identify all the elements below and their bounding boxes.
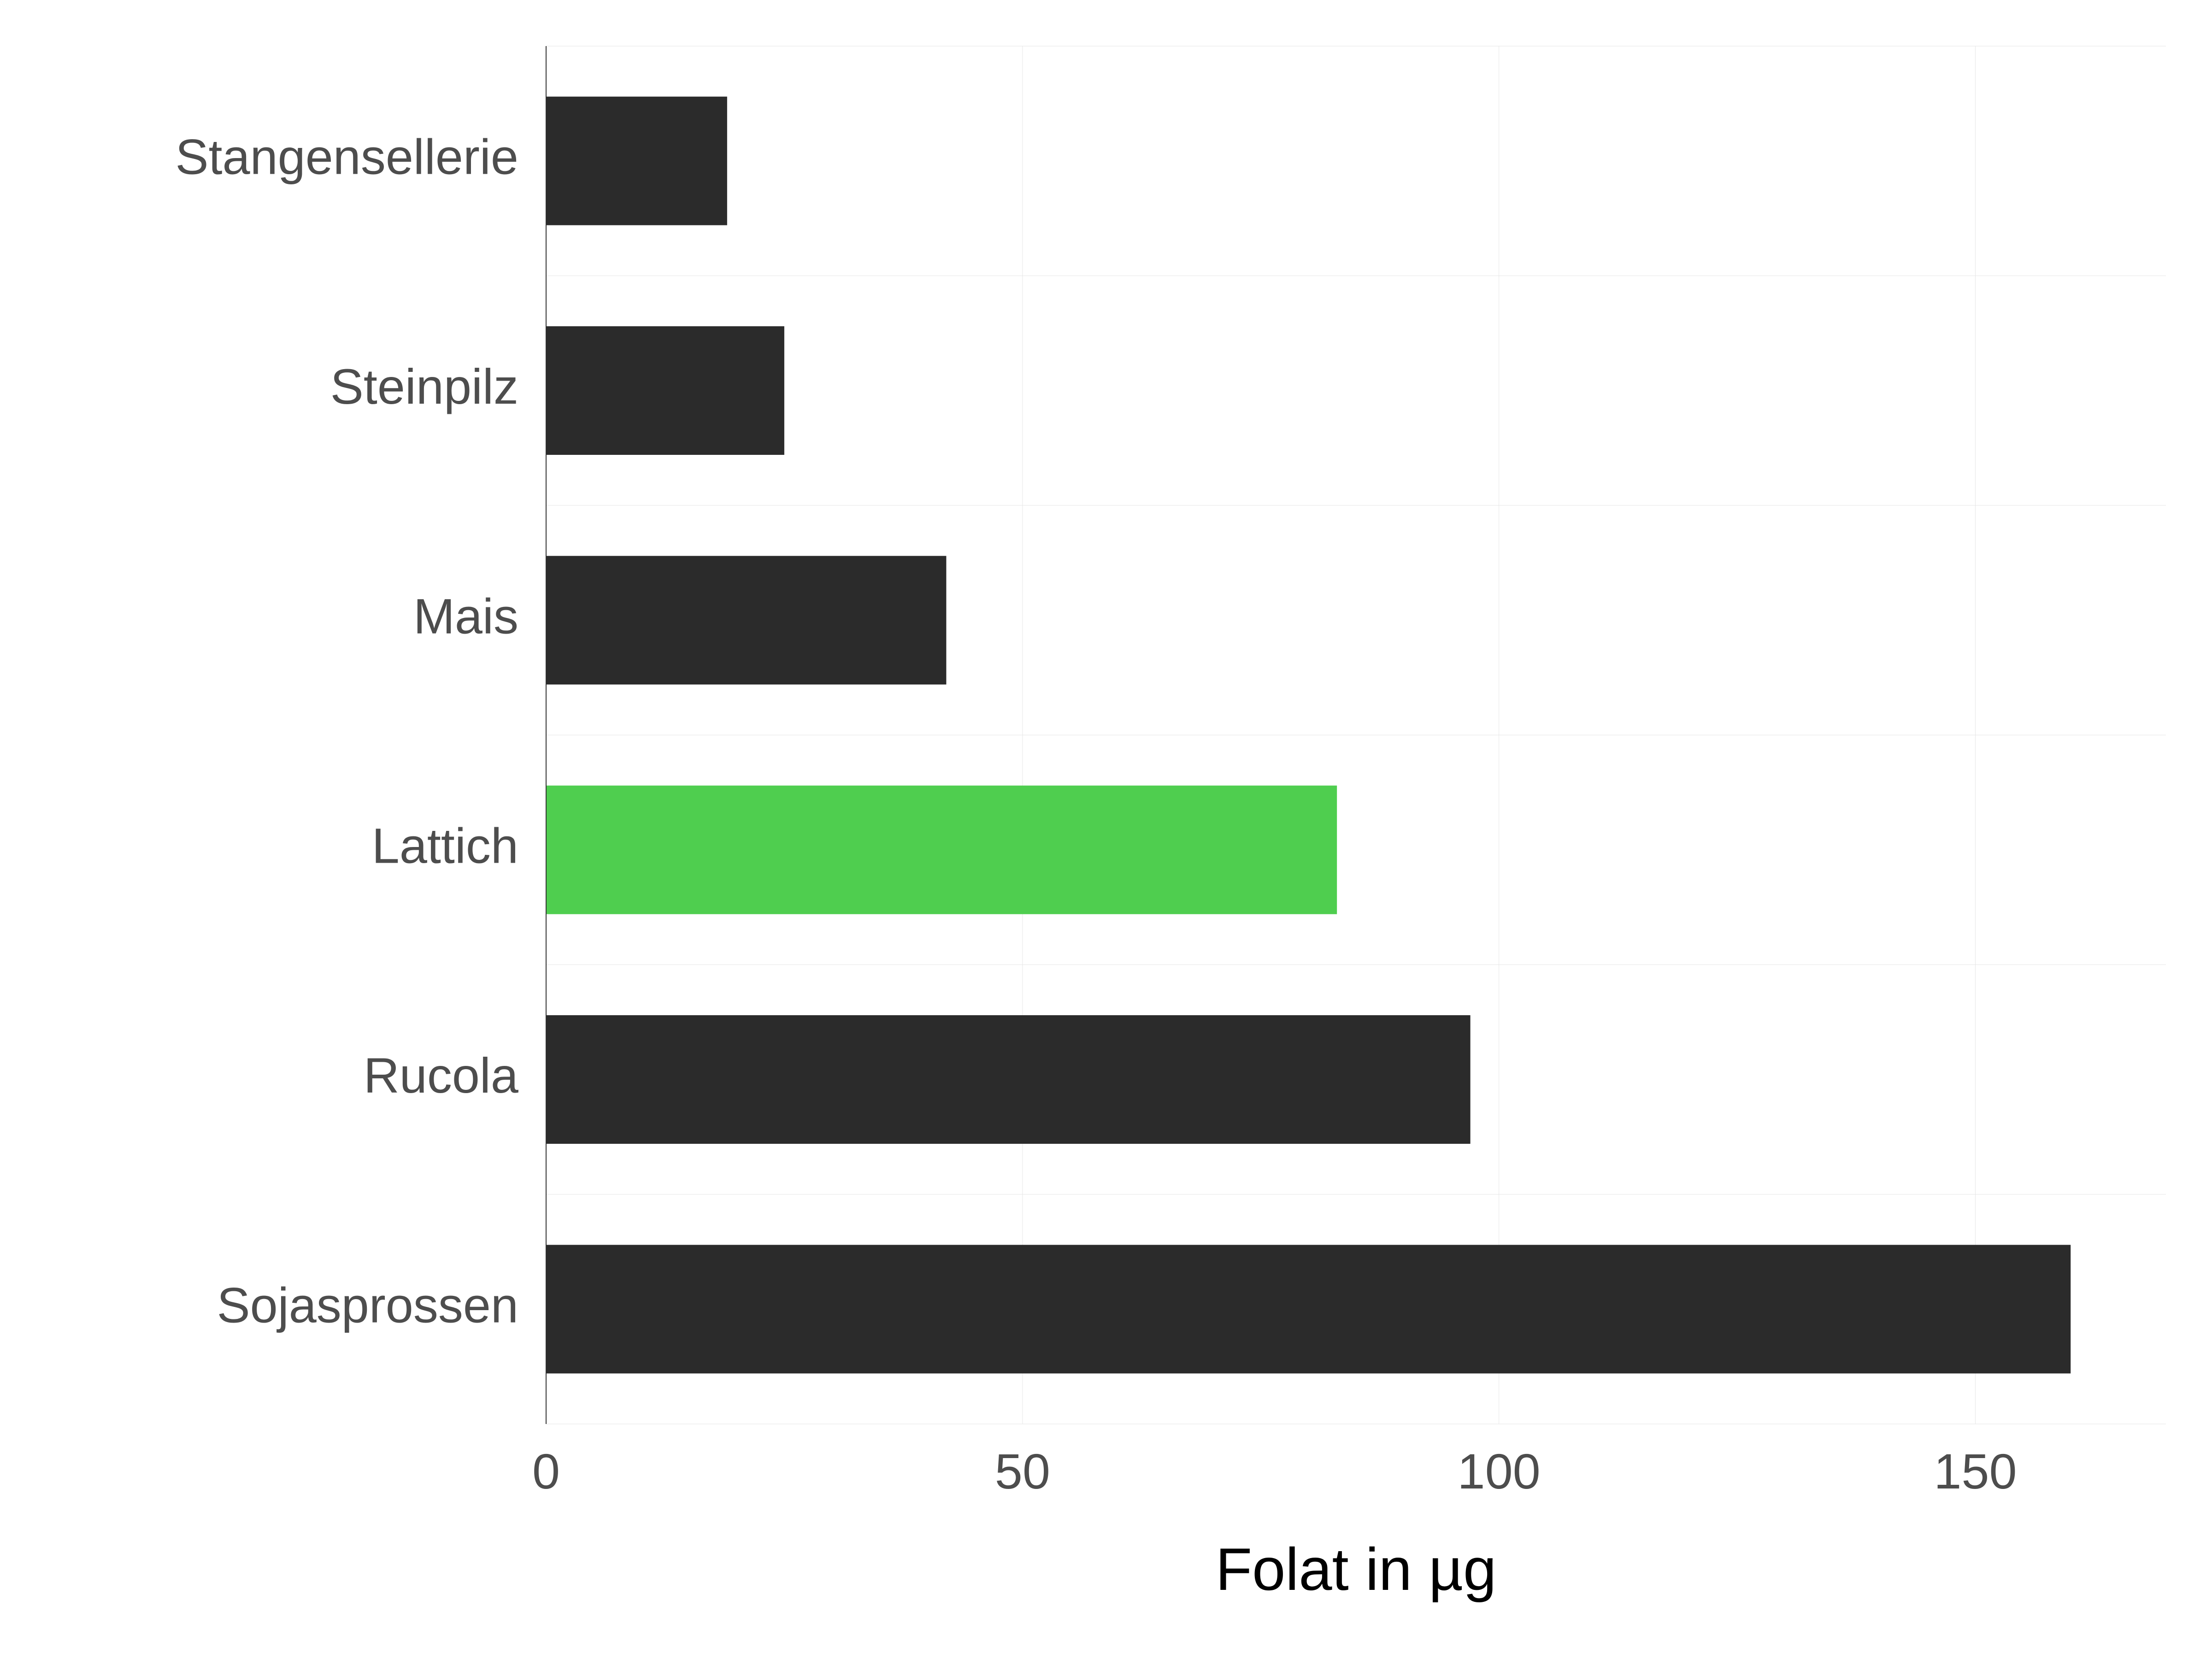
y-tick-label: Lattich: [372, 818, 518, 874]
y-tick-label: Mais: [413, 588, 518, 644]
bar: [546, 556, 946, 684]
x-tick-label: 0: [532, 1443, 560, 1499]
bar: [546, 97, 727, 225]
bar: [546, 786, 1337, 914]
x-axis-label: Folat in µg: [1216, 1535, 1497, 1603]
x-tick-label: 150: [1934, 1443, 2017, 1499]
x-tick-label: 100: [1458, 1443, 1541, 1499]
y-tick-label: Stangensellerie: [175, 129, 518, 185]
y-tick-label: Rucola: [364, 1047, 519, 1103]
y-tick-label: Steinpilz: [330, 359, 518, 414]
y-tick-label: Sojasprossen: [217, 1277, 518, 1333]
bar: [546, 326, 784, 455]
bar: [546, 1015, 1471, 1144]
bar: [546, 1245, 2071, 1373]
x-tick-label: 50: [995, 1443, 1050, 1499]
